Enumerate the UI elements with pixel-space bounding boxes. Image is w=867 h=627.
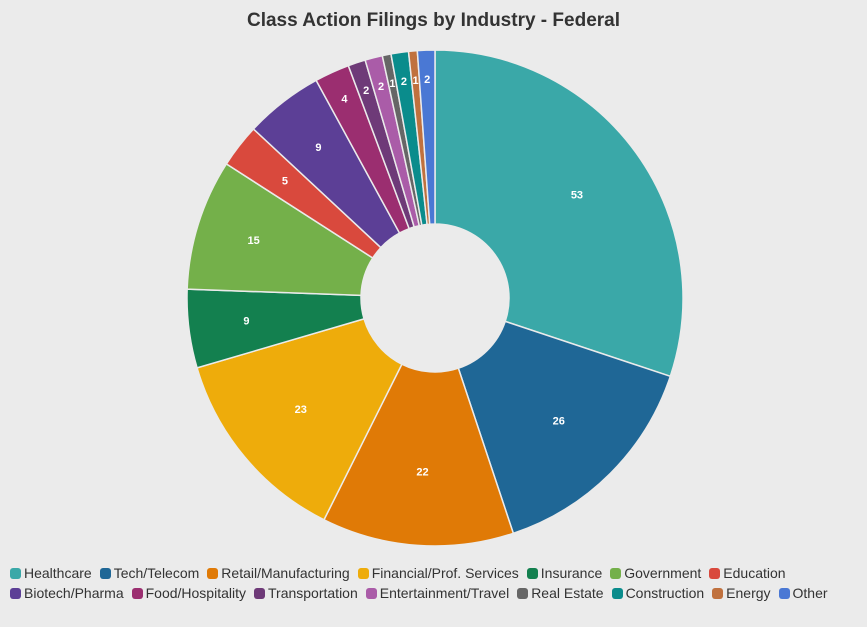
- data-label-entertainment-travel: 2: [378, 81, 384, 93]
- legend-swatch: [365, 587, 377, 599]
- legend-item-energy[interactable]: Energy: [712, 583, 771, 603]
- data-label-tech-telecom: 26: [553, 416, 565, 428]
- data-label-construction: 2: [401, 76, 407, 88]
- legend-label: Biotech/Pharma: [24, 585, 124, 601]
- legend-item-entertainment-travel[interactable]: Entertainment/Travel: [365, 583, 510, 603]
- legend-swatch: [526, 567, 538, 579]
- data-label-retail-manufacturing: 22: [416, 467, 428, 479]
- legend-label: Education: [723, 565, 786, 581]
- legend-label: Energy: [726, 585, 771, 601]
- legend-item-construction[interactable]: Construction: [611, 583, 705, 603]
- legend-swatch: [254, 587, 265, 599]
- legend-item-healthcare[interactable]: Healthcare: [10, 563, 92, 583]
- data-label-energy: 1: [413, 75, 419, 87]
- data-label-other: 2: [424, 74, 430, 86]
- slice-tech-telecom[interactable]: [457, 320, 672, 535]
- legend-label: Healthcare: [24, 565, 92, 581]
- legend-swatch: [712, 587, 724, 599]
- legend-swatch: [99, 567, 111, 579]
- legend-swatch: [10, 567, 21, 579]
- legend-label: Insurance: [540, 565, 603, 581]
- legend-swatch: [611, 587, 623, 599]
- legend-item-real-estate[interactable]: Real Estate: [517, 583, 604, 603]
- legend-item-biotech-pharma[interactable]: Biotech/Pharma: [10, 583, 124, 603]
- legend-item-tech-telecom[interactable]: Tech/Telecom: [99, 563, 200, 583]
- legend-swatch: [357, 567, 369, 579]
- legend-swatch: [207, 567, 219, 579]
- legend-label: Tech/Telecom: [113, 565, 200, 581]
- data-label-government: 15: [248, 235, 260, 247]
- legend-swatch: [131, 587, 143, 599]
- data-label-transportation: 2: [363, 85, 369, 97]
- legend-item-retail-manufacturing[interactable]: Retail/Manufacturing: [207, 563, 350, 583]
- legend-label: Retail/Manufacturing: [221, 565, 350, 581]
- legend-item-other[interactable]: Other: [778, 583, 828, 603]
- legend-item-transportation[interactable]: Transportation: [254, 583, 358, 603]
- legend-label: Other: [792, 585, 828, 601]
- legend-swatch: [10, 587, 21, 599]
- data-label-healthcare: 53: [571, 190, 583, 202]
- legend-label: Government: [624, 565, 702, 581]
- legend-item-government[interactable]: Government: [610, 563, 701, 583]
- data-label-education: 5: [282, 175, 288, 187]
- slice-government[interactable]: [186, 162, 374, 297]
- legend-item-food-hospitality[interactable]: Food/Hospitality: [131, 583, 246, 603]
- legend-label: Entertainment/Travel: [379, 585, 510, 601]
- legend-swatch: [610, 567, 622, 579]
- legend-label: Real Estate: [531, 585, 604, 601]
- data-label-biotech-pharma: 9: [315, 142, 321, 154]
- legend-swatch: [517, 587, 529, 599]
- data-label-food-hospitality: 4: [341, 94, 348, 106]
- slice-healthcare[interactable]: [434, 49, 684, 378]
- slice-financial-prof-services[interactable]: [196, 317, 403, 521]
- legend-swatch: [778, 587, 790, 599]
- data-label-real-estate: 1: [389, 78, 395, 90]
- legend-item-education[interactable]: Education: [709, 563, 786, 583]
- legend-label: Food/Hospitality: [145, 585, 246, 601]
- slice-other[interactable]: [416, 49, 436, 225]
- data-label-financial-prof-services: 23: [295, 404, 307, 416]
- legend-swatch: [709, 567, 721, 579]
- legend-label: Transportation: [268, 585, 358, 601]
- legend-label: Construction: [625, 585, 705, 601]
- slice-retail-manufacturing[interactable]: [322, 363, 515, 547]
- chart-title: Class Action Filings by Industry - Feder…: [246, 10, 621, 31]
- legend-label: Financial/Prof. Services: [371, 565, 519, 581]
- legend-item-insurance[interactable]: Insurance: [526, 563, 603, 583]
- data-label-insurance: 9: [243, 316, 249, 328]
- legend-item-financial-prof-services[interactable]: Financial/Prof. Services: [357, 563, 519, 583]
- legend: Healthcare Tech/Telecom Retail/Manufacturi…: [10, 563, 850, 603]
